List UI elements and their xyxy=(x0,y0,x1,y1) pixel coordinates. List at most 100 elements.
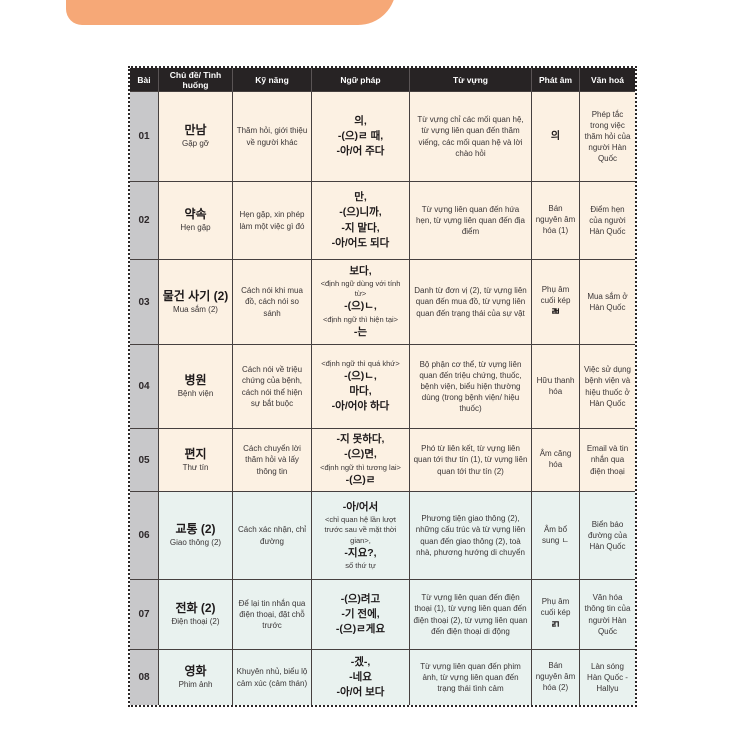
grammar-cell: 보다, <định ngữ dùng với tính từ> -(으)ㄴ, <địn… xyxy=(312,260,410,345)
column-header-1: Bài xyxy=(130,68,159,92)
pronunciation-text: Phụ âm cuối kép xyxy=(540,284,571,305)
skills-cell: Để lại tin nhắn qua điện thoại, đặt chỗ … xyxy=(233,580,312,650)
culture-cell: Phép tắc trong việc thăm hỏi của người H… xyxy=(580,92,635,182)
lesson-number-cell: 01 xyxy=(130,92,159,182)
grammar-line-korean: -는 xyxy=(353,325,368,338)
culture-cell: Mua sắm ở Hàn Quốc xyxy=(580,260,635,345)
grammar-cell: 만, -(으)니까, -지 말다, -아/어도 되다 xyxy=(312,182,410,260)
topic-korean: 병원 xyxy=(184,373,207,388)
topic-korean: 전화 (2) xyxy=(175,601,216,616)
grammar-line-korean: -기 전에, xyxy=(341,607,380,620)
lesson-number-cell: 05 xyxy=(130,429,159,492)
grammar-line-korean: -아/어야 하다 xyxy=(331,400,390,413)
column-header-5: Từ vựng xyxy=(410,68,532,92)
grammar-cell: -겠-, -네요 -아/어 보다 xyxy=(312,650,410,705)
decorative-top-bar xyxy=(66,0,396,25)
grammar-line-korean: 만, xyxy=(354,191,367,204)
vocabulary-cell: Phó từ liên kết, từ vựng liên quan tới t… xyxy=(410,429,532,492)
pronunciation-text: Hữu thanh hóa xyxy=(536,375,575,396)
grammar-line-korean: -(으)ㄹ게요 xyxy=(335,623,386,636)
vocabulary-cell: Từ vựng liên quan đến điện thoại (1), từ… xyxy=(410,580,532,650)
grammar-line-korean: -지요?, xyxy=(344,546,377,559)
culture-cell: Văn hóa thông tin của người Hàn Quốc xyxy=(580,580,635,650)
grammar-line-korean: -(으)ㄴ, xyxy=(344,300,377,313)
skills-cell: Thăm hỏi, giới thiệu về người khác xyxy=(233,92,312,182)
skills-cell: Cách nói khi mua đồ, cách nói so sánh xyxy=(233,260,312,345)
pronunciation-text: Bán nguyên âm hóa (1) xyxy=(535,204,576,235)
skills-cell: Cách xác nhận, chỉ đường xyxy=(233,492,312,580)
grammar-line-korean: -네요 xyxy=(349,670,372,683)
topic-vietnamese: Điện thoại (2) xyxy=(171,617,220,627)
topic-vietnamese: Thư tín xyxy=(182,462,209,472)
topic-vietnamese: Gặp gỡ xyxy=(181,139,210,149)
lesson-number-cell: 07 xyxy=(130,580,159,650)
grammar-cell: -지 못하다, -(으)면, <định ngữ thì tương lai> -(으… xyxy=(312,429,410,492)
pronunciation-korean: 의 xyxy=(550,131,561,142)
lesson-number-cell: 06 xyxy=(130,492,159,580)
grammar-line-korean: 마다, xyxy=(349,384,372,397)
topic-cell: 약속 Hẹn gặp xyxy=(159,182,233,260)
grammar-line-korean: 보다, xyxy=(349,264,372,277)
topic-vietnamese: Giao thông (2) xyxy=(169,538,222,548)
topic-cell: 만남 Gặp gỡ xyxy=(159,92,233,182)
grammar-line-korean: -(으)ㄴ, xyxy=(344,369,377,382)
grammar-line-korean: -(으)ㄹ xyxy=(345,473,376,486)
lesson-number-cell: 08 xyxy=(130,650,159,705)
topic-korean: 만남 xyxy=(184,123,207,138)
topic-korean: 약속 xyxy=(184,207,207,222)
grammar-cell: 의, -(으)ㄹ 때, -아/어 주다 xyxy=(312,92,410,182)
grammar-line-korean: -아/어서 xyxy=(342,501,379,514)
grammar-line-korean: 의, xyxy=(354,114,367,127)
grammar-cell: -아/어서 <chỉ quan hệ lần lượt trước sau về … xyxy=(312,492,410,580)
topic-korean: 교통 (2) xyxy=(175,522,216,537)
grammar-line-korean: -아/어도 되다 xyxy=(331,236,390,249)
culture-cell: Biển báo đường của Hàn Quốc xyxy=(580,492,635,580)
pronunciation-text: Phụ âm cuối kép xyxy=(540,597,571,617)
grammar-line-korean: -지 말다, xyxy=(341,221,380,234)
grammar-line-note: <định ngữ thì hiện tại> xyxy=(322,314,399,324)
pronunciation-cell: Bán nguyên âm hóa (2) xyxy=(532,650,580,705)
grammar-line-korean: -아/어 보다 xyxy=(336,686,385,699)
pronunciation-cell: Phụ âm cuối kép ㄼ xyxy=(532,260,580,345)
pronunciation-korean: ㄺ xyxy=(550,619,561,631)
topic-cell: 영화 Phim ảnh xyxy=(159,650,233,705)
pronunciation-cell: Âm căng hóa xyxy=(532,429,580,492)
skills-cell: Cách nói về triệu chứng của bệnh, cách n… xyxy=(233,345,312,429)
vocabulary-cell: Phương tiện giao thông (2), những cấu tr… xyxy=(410,492,532,580)
column-header-6: Phát âm xyxy=(532,68,580,92)
grammar-line-korean: -(으)면, xyxy=(344,448,377,461)
pronunciation-text: Âm bổ sung ㄴ xyxy=(542,524,569,545)
topic-vietnamese: Mua sắm (2) xyxy=(173,304,218,314)
vocabulary-cell: Từ vựng liên quan đến hứa hẹn, từ vựng l… xyxy=(410,182,532,260)
skills-cell: Cách chuyển lời thăm hỏi và lấy thông ti… xyxy=(233,429,312,492)
grammar-line-korean: -(으)니까, xyxy=(339,206,382,219)
pronunciation-cell: Bán nguyên âm hóa (1) xyxy=(532,182,580,260)
skills-cell: Khuyên nhủ, biểu lộ cảm xúc (cảm thán) xyxy=(233,650,312,705)
skills-cell: Hẹn gặp, xin phép làm một việc gì đó xyxy=(233,182,312,260)
grammar-line-note: <định ngữ thì quá khứ> xyxy=(321,358,400,368)
grammar-line-note: <định ngữ thì tương lai> xyxy=(320,462,401,472)
lesson-number-cell: 03 xyxy=(130,260,159,345)
grammar-cell: <định ngữ thì quá khứ> -(으)ㄴ, 마다, -아/어야 하다 xyxy=(312,345,410,429)
curriculum-table: Bài Chủ đề/ Tình huống Kỹ năng Ngữ pháp Từ v… xyxy=(128,66,637,707)
culture-cell: Làn sóng Hàn Quốc - Hallyu xyxy=(580,650,635,705)
pronunciation-text: Âm căng hóa xyxy=(539,449,572,469)
topic-vietnamese: Hẹn gặp xyxy=(180,223,211,233)
grammar-line-note: <định ngữ dùng với tính từ> xyxy=(320,279,401,299)
pronunciation-cell: Phụ âm cuối kép ㄺ xyxy=(532,580,580,650)
topic-cell: 물건 사기 (2) Mua sắm (2) xyxy=(159,260,233,345)
topic-korean: 영화 xyxy=(184,664,207,679)
lesson-number-cell: 02 xyxy=(130,182,159,260)
grammar-line-note: số thứ tự xyxy=(345,560,376,570)
topic-korean: 편지 xyxy=(184,446,207,461)
grammar-line-korean: -(으)ㄹ 때, xyxy=(337,129,384,142)
topic-cell: 병원 Bệnh viện xyxy=(159,345,233,429)
column-header-3: Kỹ năng xyxy=(233,68,312,92)
culture-cell: Việc sử dụng bệnh viện và hiệu thuốc ở H… xyxy=(580,345,635,429)
grammar-cell: -(으)려고 -기 전에, -(으)ㄹ게요 xyxy=(312,580,410,650)
pronunciation-korean: ㄼ xyxy=(550,307,561,319)
curriculum-table-grid: Bài Chủ đề/ Tình huống Kỹ năng Ngữ pháp Từ v… xyxy=(130,68,635,705)
topic-cell: 편지 Thư tín xyxy=(159,429,233,492)
vocabulary-cell: Danh từ đơn vị (2), từ vựng liên quan đế… xyxy=(410,260,532,345)
topic-vietnamese: Phim ảnh xyxy=(178,680,213,690)
